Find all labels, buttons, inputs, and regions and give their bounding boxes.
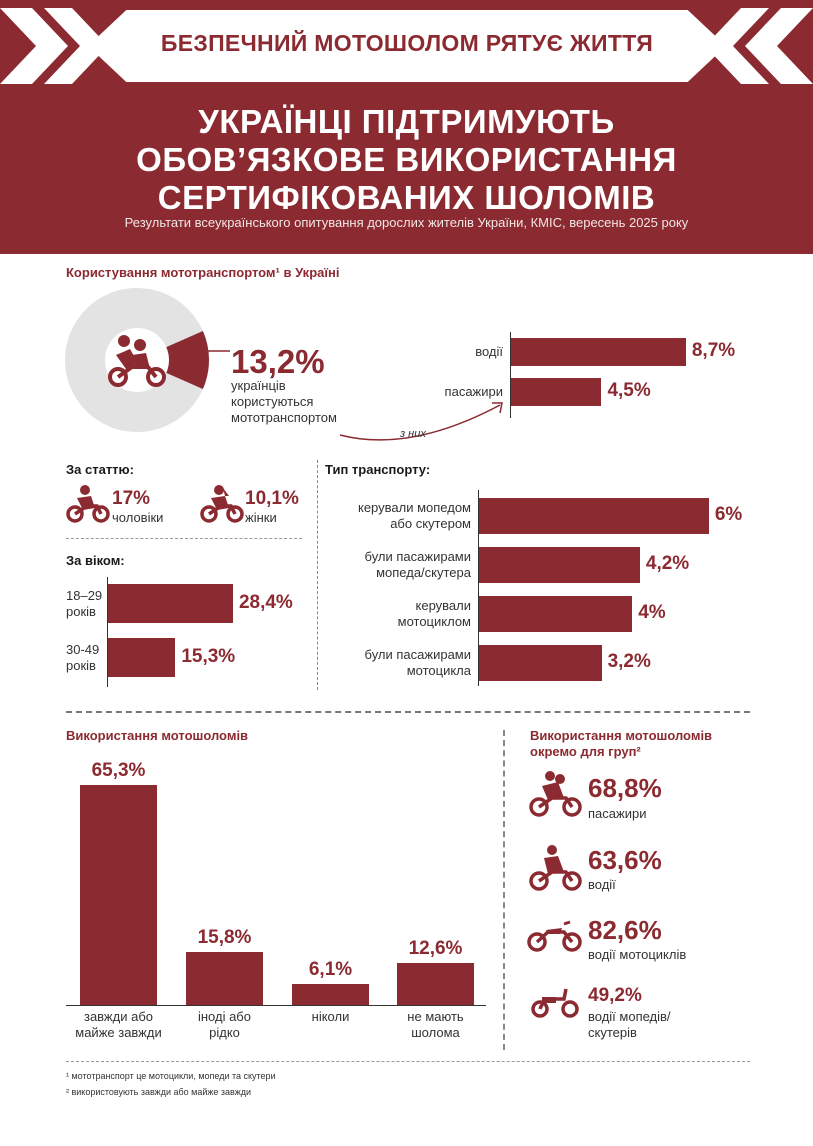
woman-rider-icon (200, 485, 244, 523)
transport-axis (478, 490, 479, 686)
group-passengers-value: 68,8% (588, 773, 662, 803)
transport-bar-0 (479, 498, 709, 534)
transport-label-2-1: мотоциклом (397, 614, 471, 629)
transport-value-3: 3,2% (607, 651, 651, 673)
page-title-line-2: ОБОВ’ЯЗКОВЕ ВИКОРИСТАННЯ (136, 141, 677, 178)
transport-value-0: 6% (714, 504, 743, 526)
age-value-1: 15,3% (181, 645, 236, 667)
usage-section-title: Користування мототранспортом¹ в Україні (66, 265, 340, 280)
of-them-label: з них (400, 428, 426, 440)
drivers-value-1: 4,5% (607, 380, 651, 402)
helmet-label-3-1: шолома (411, 1025, 460, 1040)
usage-value: 13,2% (231, 343, 325, 380)
helmet-value-2: 6,1% (308, 959, 353, 981)
men-label: чоловіки (112, 510, 164, 525)
drivers-value-0: 8,7% (691, 340, 736, 362)
transport-label-1-1: мопеда/скутера (376, 565, 471, 580)
page-title-line-1: УКРАЇНЦІ ПІДТРИМУЮТЬ (198, 103, 615, 140)
banner-text: БЕЗПЕЧНИЙ МОТОШОЛОМ РЯТУЄ ЖИТТЯ (160, 30, 654, 56)
group-passengers-label: пасажири (588, 806, 647, 821)
page-title-line-3: СЕРТИФІКОВАНИХ ШОЛОМІВ (157, 179, 656, 216)
sex-section-title: За статтю: (66, 462, 134, 477)
section-divider (66, 711, 750, 713)
group-moto-drivers-label: водії мотоциклів (588, 947, 687, 962)
group-moto-drivers-value: 82,6% (588, 915, 662, 945)
footer-divider (66, 1061, 750, 1062)
drivers-bar-0 (511, 338, 686, 366)
helmet-bar-0 (80, 784, 157, 1005)
scooter-icon (531, 988, 579, 1018)
couple-rider-icon (108, 335, 166, 387)
women-label: жінки (245, 510, 277, 525)
transport-bar-2 (479, 596, 633, 632)
helmet-baseline (66, 1005, 486, 1006)
helmet-label-1-0: іноді або (197, 1009, 251, 1024)
helmet-bar-3 (397, 962, 474, 1005)
age-bar-0 (108, 584, 233, 623)
group-drivers-value: 63,6% (588, 845, 662, 875)
transport-label-3-0: були пасажирами (364, 647, 471, 662)
group-drivers-label: водії (588, 877, 616, 892)
age-label-1-0: 30-49 (66, 641, 100, 657)
transport-label-0-1: або скутером (390, 516, 471, 531)
drivers-axis (510, 332, 511, 418)
age-axis (107, 577, 108, 687)
groups-title-line-1: Використання мотошоломів (530, 728, 713, 743)
drivers-label-1-0: пасажири (444, 384, 503, 399)
group-moped-drivers-value: 49,2% (588, 985, 642, 1006)
helmet-label-0-0: завжди або (83, 1009, 153, 1024)
rider-icon (529, 845, 582, 891)
chevron-decoration (0, 8, 813, 84)
transport-bar-1 (479, 547, 640, 583)
transport-bar-3 (479, 645, 602, 681)
women-value: 10,1% (245, 488, 299, 509)
transport-label-3-1: мотоцикла (406, 663, 471, 678)
helmet-label-1-1: рідко (209, 1025, 240, 1040)
helmet-value-1: 15,8% (197, 926, 252, 948)
helmet-value-0: 65,3% (91, 759, 146, 781)
age-section-title: За віком: (66, 553, 125, 568)
vertical-divider (317, 460, 318, 690)
transport-label-0-0: керували мопедом (357, 500, 471, 515)
helmet-bar-1 (186, 951, 263, 1005)
man-rider-icon (66, 485, 110, 523)
of-them-arrow (339, 402, 503, 441)
men-value: 17% (112, 488, 151, 509)
usage-caption-1: українців (231, 378, 286, 393)
passenger-motorcycle-icon (529, 771, 582, 817)
drivers-bar-1 (511, 378, 602, 406)
helmet-section-title: Використання мотошоломів (66, 728, 249, 743)
helmet-label-3-0: не мають (407, 1009, 464, 1024)
group-moped-drivers-label-2: скутерів (588, 1025, 637, 1040)
usage-caption-3: мототранспортом (231, 410, 337, 425)
drivers-label-0-0: водії (475, 344, 503, 359)
age-label-0-0: 18–29 (66, 587, 103, 603)
footnote-1: ¹ мототранспорт це мотоцикли, мопеди та … (66, 1071, 276, 1081)
transport-value-2: 4% (638, 602, 666, 624)
age-label-0-1: років (66, 603, 96, 619)
motorcycle-icon (527, 920, 582, 952)
donut-pointer-line (190, 350, 230, 352)
transport-section-title: Тип транспорту: (325, 462, 431, 477)
transport-label-1-0: були пасажирами (364, 549, 471, 564)
group-moped-drivers-label-1: водії мопедів/ (588, 1009, 671, 1024)
transport-label-2-0: керували (415, 598, 472, 613)
helmet-label-2-0: ніколи (311, 1009, 350, 1024)
footnote-2: ² використовують завжди або майже завжди (66, 1087, 251, 1097)
transport-value-1: 4,2% (645, 553, 690, 575)
usage-caption-2: користуються (231, 394, 314, 409)
helmet-bar-2 (292, 984, 369, 1005)
age-value-0: 28,4% (238, 591, 293, 613)
helmet-value-3: 12,6% (408, 937, 463, 959)
helmet-label-0-1: майже завжди (75, 1025, 162, 1040)
page-subtitle: Результати всеукраїнського опитування до… (124, 215, 689, 230)
banner-box (88, 10, 726, 82)
groups-title-line-2: окремо для груп² (530, 744, 641, 759)
usage-donut-chart (65, 288, 209, 432)
age-label-1-1: років (66, 657, 96, 673)
donut-usage-slice (166, 330, 209, 390)
groups-divider (503, 730, 505, 1050)
age-bar-1 (108, 638, 176, 677)
sex-age-divider (66, 538, 302, 539)
